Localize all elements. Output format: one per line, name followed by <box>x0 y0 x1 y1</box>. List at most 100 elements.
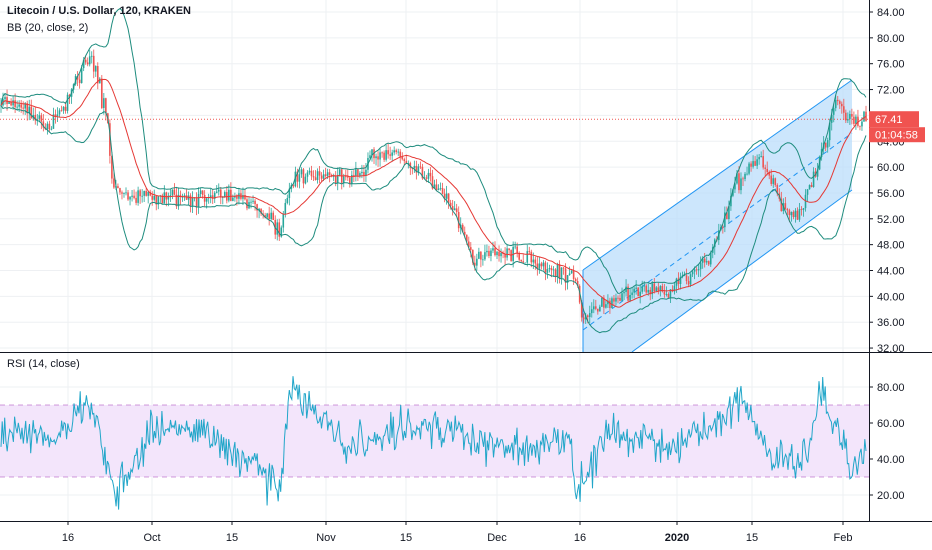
candle-body <box>697 269 700 271</box>
candle-body <box>338 169 341 175</box>
candle-body <box>121 192 123 194</box>
candle-body <box>518 252 520 260</box>
candle-body <box>655 287 658 292</box>
candle-body <box>324 174 327 176</box>
price-tick-label: 36.00 <box>877 317 905 329</box>
candle-body <box>851 113 853 117</box>
candle-body <box>748 163 750 174</box>
candle-body <box>98 78 101 84</box>
candle-body <box>298 174 301 182</box>
candle-body <box>119 188 121 193</box>
channel-upper-line <box>582 79 853 271</box>
candle-body <box>764 167 766 169</box>
candle-body <box>780 198 783 212</box>
candle-body <box>155 195 158 205</box>
candle-body <box>268 213 270 220</box>
candle-body <box>401 157 404 160</box>
candle-body <box>145 190 147 196</box>
candle-body <box>375 156 377 159</box>
candle-body <box>272 212 275 220</box>
candle-body <box>433 184 436 189</box>
candle-body <box>683 275 686 277</box>
candle-body <box>639 291 641 297</box>
candle-body <box>197 193 200 208</box>
candle-body <box>609 300 611 309</box>
candle-body <box>326 172 329 176</box>
candle-body <box>695 269 698 271</box>
candle-body <box>54 114 57 116</box>
bb-lower-band <box>0 105 867 334</box>
candle-body <box>625 286 627 293</box>
candle-body <box>691 271 694 275</box>
candle-body <box>199 190 202 194</box>
candle-body <box>607 300 609 305</box>
candle-body <box>641 286 643 292</box>
candle-body <box>211 195 214 199</box>
rsi-indicator-label[interactable]: RSI (14, close) <box>7 358 80 370</box>
candle-body <box>254 200 256 205</box>
candle-body <box>125 192 127 194</box>
candle-body <box>80 68 83 84</box>
candle-body <box>123 193 125 194</box>
candle-body <box>302 169 305 184</box>
price-tick-label: 44.00 <box>877 266 905 278</box>
candle-body <box>131 195 133 197</box>
candle-body <box>103 98 105 108</box>
candle-body <box>595 306 597 309</box>
candle-body <box>838 101 841 104</box>
candle-body <box>605 304 607 308</box>
candle-body <box>685 275 688 282</box>
candle-body <box>786 209 789 211</box>
candle-body <box>28 106 31 114</box>
candle-body <box>592 306 595 310</box>
candle-body <box>689 274 692 285</box>
candle-body <box>234 196 236 198</box>
time-tick-label: 2020 <box>665 532 689 544</box>
candle-body <box>843 106 845 113</box>
candle-body <box>316 171 319 181</box>
candle-body <box>377 156 379 160</box>
candle-body <box>409 163 412 168</box>
candle-body <box>84 59 87 63</box>
candle-body <box>665 294 668 295</box>
candle-body <box>94 66 97 72</box>
candle-body <box>405 161 408 164</box>
candle-body <box>742 178 744 180</box>
candle-body <box>623 292 625 294</box>
candle-body <box>423 177 426 179</box>
candle-body <box>437 188 440 191</box>
rsi-tick-label: 60.00 <box>877 418 905 430</box>
candle-body <box>855 116 857 124</box>
candle-body <box>177 194 180 207</box>
candle-body <box>746 173 748 175</box>
candle-body <box>675 278 678 286</box>
candle-body <box>784 203 787 210</box>
candle-body <box>26 103 29 114</box>
candle-body <box>772 178 775 184</box>
candle-body <box>637 287 639 297</box>
candle-body <box>143 190 145 196</box>
candle-body <box>10 101 12 106</box>
candle-body <box>14 100 16 108</box>
candle-body <box>173 189 176 195</box>
candle-body <box>320 175 323 179</box>
candle-body <box>857 116 859 126</box>
candle-body <box>46 123 49 130</box>
candle-body <box>810 185 813 188</box>
candle-body <box>582 317 585 320</box>
rsi-tick-label: 80.00 <box>877 382 905 394</box>
candle-body <box>246 199 248 209</box>
candle-body <box>213 192 216 199</box>
candle-body <box>480 251 482 260</box>
candle-body <box>30 106 33 119</box>
candle-body <box>498 251 500 257</box>
candle-body <box>470 247 472 250</box>
candle-body <box>308 170 311 173</box>
bb-indicator-label[interactable]: BB (20, close, 2) <box>7 22 89 34</box>
candle-body <box>58 110 61 115</box>
candle-body <box>804 194 807 209</box>
candle-body <box>78 79 81 84</box>
candle-body <box>431 176 434 189</box>
candle-body <box>508 248 510 251</box>
